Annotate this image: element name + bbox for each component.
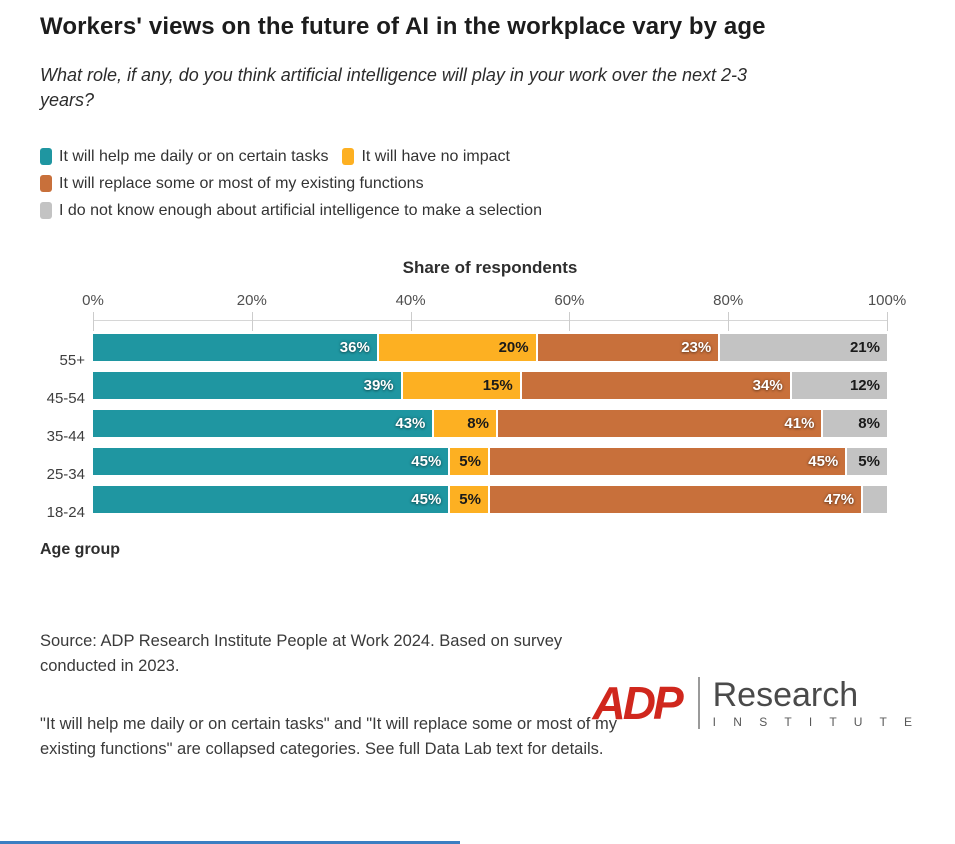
bar-segment: 21% [720, 334, 887, 361]
bar-category-label: 35-44 [46, 428, 85, 445]
x-tick-label: 40% [395, 292, 426, 309]
bar-track: 43% 8% 41% 8% [93, 410, 887, 437]
bar-value-label: 21% [849, 339, 880, 356]
bar-value-label: 43% [395, 415, 426, 432]
bar-track: 36% 20% 23% 21% [93, 334, 887, 361]
bar-value-label: 15% [482, 377, 513, 394]
bar-segment: 41% [497, 410, 824, 437]
bar-segment: 43% [93, 410, 435, 437]
logo-divider [697, 677, 700, 729]
bar-segment: 8% [823, 410, 887, 437]
x-tick-label: 60% [554, 292, 585, 309]
legend-swatch [40, 175, 52, 192]
bar-value-label: 8% [467, 415, 489, 432]
bar-segment: 15% [402, 372, 522, 399]
bar-segment [863, 486, 887, 513]
legend-item: It will replace some or most of my exist… [40, 170, 424, 197]
bar-segment: 12% [791, 372, 887, 399]
bar-value-label: 45% [411, 491, 442, 508]
x-tick-mark [887, 312, 888, 331]
bar-segment: 5% [450, 486, 490, 513]
bar-value-label: 36% [339, 339, 370, 356]
bar-segment: 36% [93, 334, 379, 361]
page-title: Workers' views on the future of AI in th… [40, 13, 766, 40]
legend: It will help me daily or on certain task… [40, 143, 700, 224]
bar-category-label: 45-54 [46, 390, 85, 407]
bar-rows: 55+ 36% 20% 23% 21% 45-54 39% 15% 34% 12% 35-44 43%… [47, 334, 887, 520]
bar-category-label: 18-24 [46, 504, 85, 521]
bar-segment: 20% [378, 334, 538, 361]
chart-subtitle: What role, if any, do you think artifici… [40, 65, 747, 110]
x-axis-title: Share of respondents [402, 258, 578, 277]
bar-track: 39% 15% 34% 12% [93, 372, 887, 399]
logo-wordmark: Research I N S T I T U T E [713, 678, 919, 729]
bar-row: 25-34 45% 5% 45% 5% [47, 448, 887, 482]
bar-segment: 39% [93, 372, 403, 399]
x-axis: 0% 20% 40% 60% 80% 100% [82, 290, 906, 331]
page: Workers' views on the future of AI in th… [40, 13, 915, 762]
legend-item: It will have no impact [342, 143, 510, 170]
legend-swatch [40, 148, 52, 165]
legend-swatch [40, 202, 52, 219]
bar-segment: 23% [537, 334, 721, 361]
x-tick-label: 20% [236, 292, 267, 309]
legend-label: It will replace some or most of my exist… [59, 174, 424, 192]
bar-value-label: 5% [858, 453, 880, 470]
bar-segment: 8% [434, 410, 498, 437]
adp-brand-logo: ADP [592, 677, 684, 729]
bar-row: 55+ 36% 20% 23% 21% [60, 334, 887, 368]
bar-value-label: 23% [681, 339, 712, 356]
x-tick-label: 100% [867, 292, 907, 309]
footer: Source: ADP Research Institute People at… [40, 559, 915, 762]
bar-segment: 45% [93, 448, 451, 475]
x-tick-mark [93, 312, 94, 331]
bar-segment: 45% [489, 448, 848, 475]
source-text: Source: ADP Research Institute People at… [40, 632, 563, 675]
bar-value-label: 8% [858, 415, 880, 432]
logo-institute-text: I N S T I T U T E [712, 714, 919, 729]
bar-segment: 45% [93, 486, 451, 513]
bottom-accent-line [0, 841, 460, 844]
bar-value-label: 12% [849, 377, 880, 394]
bar-row: 35-44 43% 8% 41% 8% [47, 410, 887, 444]
bar-track: 45% 5% 47% [93, 486, 887, 513]
bar-value-label: 5% [459, 453, 481, 470]
stacked-bar-chart: Share of respondents 0% 20% 40% 60% 80% 100% … [47, 258, 907, 520]
bar-segment: 47% [489, 486, 864, 513]
bar-value-label: 47% [824, 491, 855, 508]
y-axis-label: Age group [40, 541, 120, 558]
legend-label: It will have no impact [361, 147, 510, 165]
legend-item: I do not know enough about artificial in… [40, 197, 542, 224]
x-tick-mark [728, 312, 730, 331]
bar-value-label: 34% [752, 377, 783, 394]
bar-segment: 5% [847, 448, 887, 475]
logo-research-text: Research [712, 675, 859, 714]
adp-research-institute-logo: ADP Research I N S T I T U T E [593, 677, 920, 729]
bar-row: 45-54 39% 15% 34% 12% [47, 372, 887, 406]
legend-swatch [342, 148, 355, 165]
legend-label: It will help me daily or on certain task… [59, 147, 329, 165]
bar-value-label: 20% [498, 339, 529, 356]
bar-category-label: 25-34 [46, 466, 85, 483]
footnote-text: "It will help me daily or on certain tas… [40, 715, 617, 758]
bar-category-label: 55+ [59, 352, 85, 369]
x-tick-label: 80% [713, 292, 744, 309]
bar-track: 45% 5% 45% 5% [93, 448, 887, 475]
bar-segment: 5% [450, 448, 490, 475]
bar-row: 18-24 45% 5% 47% [47, 486, 887, 520]
legend-item: It will help me daily or on certain task… [40, 143, 328, 170]
bar-value-label: 5% [459, 491, 481, 508]
bar-value-label: 45% [808, 453, 839, 470]
x-tick-mark [410, 312, 412, 331]
bar-value-label: 45% [411, 453, 442, 470]
legend-label: I do not know enough about artificial in… [59, 201, 542, 219]
x-tick-label: 0% [82, 292, 104, 309]
bar-value-label: 41% [784, 415, 815, 432]
x-tick-mark [251, 312, 253, 331]
x-tick-mark [569, 312, 571, 331]
bar-segment: 34% [521, 372, 792, 399]
bar-value-label: 39% [363, 377, 394, 394]
